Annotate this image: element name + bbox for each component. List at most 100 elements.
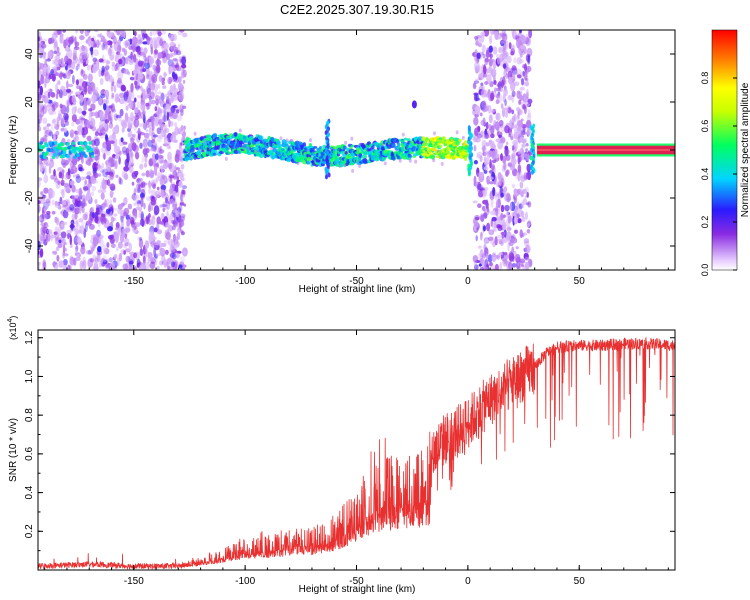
spectral-blob <box>56 66 61 71</box>
spectral-blob <box>148 231 155 241</box>
spectral-blob <box>38 80 41 89</box>
spectral-blob <box>530 169 534 175</box>
spectral-blob <box>148 181 152 189</box>
spectral-blob <box>464 153 470 158</box>
spectral-blob <box>163 71 167 79</box>
spectral-blob <box>39 62 44 67</box>
spectral-blob <box>90 151 95 156</box>
colorbar-tick-label: 0.0 <box>700 264 710 277</box>
spectral-blob <box>124 97 127 106</box>
spectral-blob <box>342 145 347 150</box>
spectral-blob <box>170 105 175 114</box>
spectral-blob <box>87 145 91 150</box>
spectral-blob <box>147 257 151 264</box>
colorbar <box>712 30 737 270</box>
spectral-blob <box>61 117 65 124</box>
spectral-blob <box>495 112 501 121</box>
spectral-blob <box>142 92 148 100</box>
spectral-blob <box>473 145 477 152</box>
spectral-blob <box>54 58 59 66</box>
spectral-blob <box>70 222 74 231</box>
spectral-blob <box>101 180 105 185</box>
spectral-blob <box>42 94 46 99</box>
spectral-blob <box>477 245 482 249</box>
spectral-blob <box>138 210 144 215</box>
spectral-blob <box>166 111 170 121</box>
spectral-blob <box>118 226 124 237</box>
spectral-blob <box>106 60 111 65</box>
spectral-blob <box>84 141 88 146</box>
spectral-blob <box>42 117 48 125</box>
spectral-blob <box>66 88 72 93</box>
spectral-blob <box>179 173 185 180</box>
spectral-blob <box>480 119 486 126</box>
spectral-blob <box>145 141 149 150</box>
spectral-blob <box>296 161 300 166</box>
spectral-blob <box>72 174 77 178</box>
spectral-blob <box>171 204 178 211</box>
spectral-blob <box>57 166 63 172</box>
spectral-blob <box>132 133 136 138</box>
spectral-blob <box>109 54 114 61</box>
spectral-blob <box>497 172 502 180</box>
spectral-blob <box>488 229 495 236</box>
spectral-blob <box>72 196 76 205</box>
spectral-blob <box>54 141 58 145</box>
spectral-blob <box>162 175 165 180</box>
spectral-blob <box>414 159 418 164</box>
spectral-blob <box>175 109 180 114</box>
spectral-blob <box>511 44 515 51</box>
spectral-blob <box>173 236 177 246</box>
spectral-blob <box>158 154 164 159</box>
spectral-blob <box>130 82 134 93</box>
top-ytick-label: 0 <box>24 147 35 153</box>
spectral-blob <box>94 257 99 263</box>
spectral-blob <box>461 135 465 140</box>
spectral-blob <box>117 77 122 84</box>
spectral-blob <box>483 157 489 167</box>
spectral-blob <box>82 256 86 265</box>
spectral-blob <box>504 99 507 107</box>
spectral-blob <box>42 194 46 199</box>
spectral-blob <box>114 160 118 170</box>
spectral-blob <box>48 37 53 45</box>
spectral-blob <box>511 145 515 151</box>
spectral-blob <box>39 54 43 59</box>
spectral-blob <box>510 135 514 141</box>
spectral-blob <box>160 30 166 35</box>
spectral-blob <box>94 43 97 48</box>
spectral-blob <box>51 199 55 206</box>
spectral-blob <box>486 74 492 84</box>
spectral-blob <box>56 120 60 128</box>
spectral-blob <box>493 87 497 93</box>
spectral-blob <box>516 173 523 178</box>
spectral-blob <box>211 149 218 154</box>
spectral-blob <box>151 215 156 226</box>
spectral-blob <box>111 77 115 83</box>
spectral-blob <box>134 222 141 228</box>
spectral-blob <box>474 35 479 40</box>
spectral-blob <box>75 173 80 179</box>
spectral-blob <box>42 261 47 270</box>
spectral-blob <box>474 127 479 137</box>
spectral-blob <box>162 128 167 136</box>
spectral-blob <box>98 258 103 268</box>
spectral-blob <box>83 85 88 95</box>
spectral-blob <box>526 191 530 198</box>
spectral-blob <box>43 211 48 221</box>
spectral-blob <box>75 234 78 242</box>
spectral-blob <box>119 177 123 185</box>
spectral-blob <box>507 76 513 85</box>
spectral-blob <box>167 138 171 149</box>
spectral-blob <box>53 133 56 144</box>
spectral-blob <box>169 45 175 52</box>
spectral-blob <box>123 243 127 249</box>
colorbar-frame <box>711 29 738 271</box>
spectral-blob <box>502 155 507 164</box>
spectral-blob <box>85 250 92 255</box>
spectral-blob <box>167 111 173 117</box>
spectral-blob <box>49 148 54 153</box>
spectral-blob <box>71 157 78 166</box>
spectral-blob <box>158 108 164 114</box>
spectral-blob <box>95 204 100 208</box>
